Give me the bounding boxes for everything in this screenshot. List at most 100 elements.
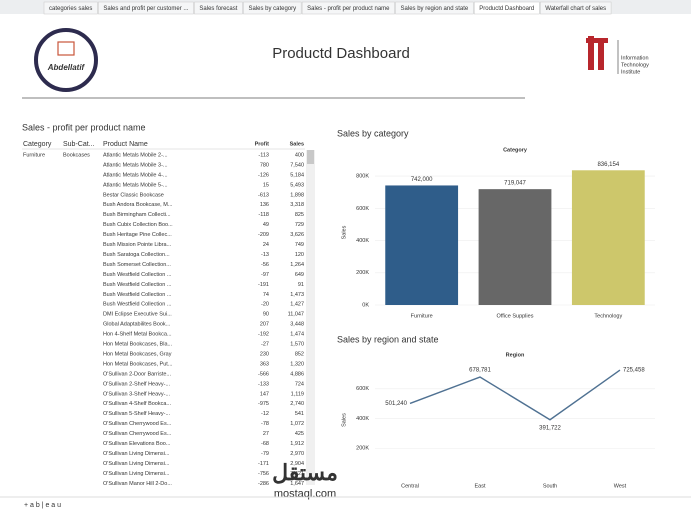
logo-left-icon — [57, 41, 75, 56]
product-cell: Hon 4-Shelf Metal Bookca... — [103, 332, 172, 338]
x-tick-label: Technology — [594, 313, 622, 319]
profit-cell: -68 — [261, 441, 269, 447]
sales-cell: 1,072 — [290, 421, 304, 427]
profit-cell: 207 — [260, 322, 269, 328]
profit-cell: -171 — [258, 461, 269, 467]
sales-cell: 2,904 — [290, 461, 304, 467]
product-cell: Bestar Classic Bookcase — [103, 192, 164, 198]
product-cell: O'Sullivan 2-Shelf Heavy-... — [103, 381, 171, 387]
scrollbar-thumb[interactable] — [307, 150, 314, 164]
tab-label[interactable]: Sales by region and state — [401, 6, 469, 12]
sales-cell: 1,570 — [290, 342, 304, 348]
profit-cell: 15 — [263, 182, 269, 188]
profit-cell: 363 — [260, 361, 269, 367]
tab[interactable] — [43, 1, 98, 15]
column-header: Category — [23, 141, 52, 148]
sales-cell: 425 — [295, 431, 304, 437]
y-tick-label: 400K — [356, 416, 369, 422]
x-tick-label: West — [614, 483, 627, 489]
product-cell: Atlantic Metals Mobile 3-... — [103, 162, 168, 168]
product-cell: Atlantic Metals Mobile 5-... — [103, 182, 168, 188]
logo-right-text: Institute — [621, 69, 640, 75]
profit-cell: 90 — [263, 312, 269, 318]
sales-cell: 729 — [295, 222, 304, 228]
sales-cell: 5,184 — [290, 172, 304, 178]
watermark-arabic: مستقل — [272, 460, 338, 485]
sales-cell: 1,912 — [290, 441, 304, 447]
tab[interactable] — [194, 1, 243, 15]
product-cell: Hon Metal Bookcases, Put... — [103, 361, 173, 367]
profit-cell: -113 — [258, 152, 269, 158]
profit-cell: 780 — [260, 162, 269, 168]
footer-brand[interactable]: + a b | e a u — [24, 502, 61, 509]
sales-cell: 11,047 — [288, 312, 304, 318]
product-cell: DMI Eclipse Executive Sui... — [103, 312, 172, 318]
product-cell: Bush Westfield Collection ... — [103, 272, 172, 278]
logo-right-text: Information — [621, 55, 649, 61]
tab-label[interactable]: Productd Dashboard — [479, 6, 534, 12]
sales-cell: 1,119 — [291, 391, 304, 397]
profit-cell: -975 — [258, 401, 269, 407]
value-label: 725,458 — [623, 368, 645, 374]
tab[interactable] — [98, 1, 194, 15]
tab-label[interactable]: Waterfall chart of sales — [545, 6, 606, 12]
profit-cell: -79 — [261, 451, 269, 457]
profit-cell: 147 — [260, 391, 269, 397]
sales-cell: 3,448 — [290, 322, 304, 328]
tab-label[interactable]: categories sales — [49, 6, 92, 12]
logo-right-bar — [588, 36, 594, 70]
logo-left-text: Abdellatif — [47, 63, 86, 72]
y-tick-label: 0K — [362, 302, 369, 308]
tab[interactable] — [540, 1, 612, 15]
x-tick-label: East — [474, 483, 485, 489]
tab-label[interactable]: Sales - profit per product name — [307, 6, 390, 12]
value-label: 742,000 — [411, 177, 433, 183]
tab[interactable] — [301, 1, 395, 15]
profit-cell: -97 — [261, 272, 269, 278]
column-header: Sales — [290, 141, 304, 147]
tab[interactable] — [395, 1, 474, 15]
tab[interactable] — [473, 1, 540, 15]
sales-cell: 1,474 — [290, 332, 304, 338]
product-cell: Bush Cubix Collection Boo... — [103, 222, 173, 228]
sales-cell: 4,886 — [290, 371, 304, 377]
y-axis-title: Sales — [341, 413, 347, 427]
tab-label[interactable]: Sales and profit per customer ... — [103, 6, 188, 12]
sales-cell: 91 — [298, 282, 304, 288]
chart-title: Sales by region and state — [337, 334, 439, 344]
product-cell: Global Adaptabilites Book... — [103, 322, 171, 328]
sales-cell: 1,427 — [290, 302, 304, 308]
profit-cell: -56 — [261, 262, 269, 268]
tab-label[interactable]: Sales by category — [248, 6, 296, 12]
tab[interactable] — [243, 1, 302, 15]
product-cell: O'Sullivan 3-Shelf Heavy-... — [103, 391, 171, 397]
dashboard-title: Productd Dashboard — [272, 45, 410, 62]
profit-cell: -209 — [258, 232, 269, 238]
profit-cell: -286 — [258, 481, 269, 487]
x-tick-label: South — [543, 483, 557, 489]
product-cell: Atlantic Metals Mobile 2-... — [103, 152, 168, 158]
column-header: Sub-Cat... — [63, 141, 95, 148]
sales-cell: 7,540 — [290, 162, 304, 168]
product-cell: Bush Westfield Collection ... — [103, 282, 172, 288]
logo-left-ring — [34, 28, 98, 92]
sales-cell: 1,473 — [290, 292, 304, 298]
y-tick-label: 800K — [356, 174, 369, 180]
product-cell: O'Sullivan Elevations Boo... — [103, 441, 171, 447]
scrollbar-track — [306, 150, 315, 485]
y-tick-label: 600K — [356, 386, 369, 392]
product-cell: Bush Somerset Collection... — [103, 262, 171, 268]
value-label: 501,240 — [385, 401, 407, 407]
tab-label[interactable]: Sales forecast — [199, 6, 237, 12]
value-label: 836,154 — [597, 162, 619, 168]
profit-cell: -13 — [261, 252, 269, 258]
profit-cell: -566 — [258, 371, 269, 377]
profit-cell: 136 — [260, 202, 269, 208]
sales-cell: 2,970 — [290, 451, 304, 457]
product-cell: Bush Saratoga Collection... — [103, 252, 170, 258]
profit-cell: -12 — [261, 411, 269, 417]
column-header: Product Name — [103, 141, 148, 148]
x-tick-label: Office Supplies — [497, 313, 534, 319]
sales-cell: 825 — [295, 212, 304, 218]
sales-cell: 1,264 — [290, 262, 304, 268]
